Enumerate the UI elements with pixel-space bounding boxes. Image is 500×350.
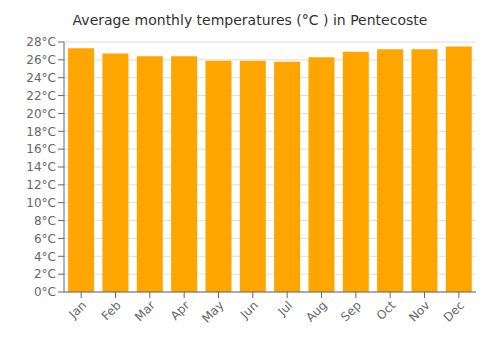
svg-text:16°C: 16°C bbox=[26, 142, 56, 156]
svg-text:0°C: 0°C bbox=[34, 285, 56, 299]
html-text:Average monthly temperatures (: Average monthly temperatures (°C ) in Pe… bbox=[72, 12, 428, 28]
svg-text:22°C: 22°C bbox=[26, 89, 56, 103]
svg-text:Jan: Jan bbox=[66, 298, 90, 322]
svg-text:Dec: Dec bbox=[441, 298, 467, 324]
svg-text:28°C: 28°C bbox=[26, 35, 56, 49]
svg-text:Jul: Jul bbox=[274, 298, 295, 319]
svg-text:8°C: 8°C bbox=[34, 214, 56, 228]
svg-text:20°C: 20°C bbox=[26, 107, 56, 121]
svg-text:2°C: 2°C bbox=[34, 267, 56, 281]
svg-text:18°C: 18°C bbox=[26, 125, 56, 139]
svg-text:May: May bbox=[199, 298, 226, 325]
svg-text:12°C: 12°C bbox=[26, 178, 56, 192]
svg-text:Mar: Mar bbox=[132, 298, 158, 324]
svg-text:Jun: Jun bbox=[237, 298, 261, 322]
svg-text:Sep: Sep bbox=[338, 298, 364, 324]
svg-text:Oct: Oct bbox=[374, 298, 399, 323]
svg-text:10°C: 10°C bbox=[26, 196, 56, 210]
svg-text:Aug: Aug bbox=[303, 298, 329, 324]
svg-text:Feb: Feb bbox=[99, 298, 124, 323]
svg-text:6°C: 6°C bbox=[34, 232, 56, 246]
svg-text:14°C: 14°C bbox=[26, 160, 56, 174]
svg-text:Nov: Nov bbox=[406, 298, 432, 324]
svg-text:4°C: 4°C bbox=[34, 250, 56, 264]
svg-text:Apr: Apr bbox=[168, 298, 193, 323]
svg-text:24°C: 24°C bbox=[26, 71, 56, 85]
svg-text:26°C: 26°C bbox=[26, 53, 56, 67]
